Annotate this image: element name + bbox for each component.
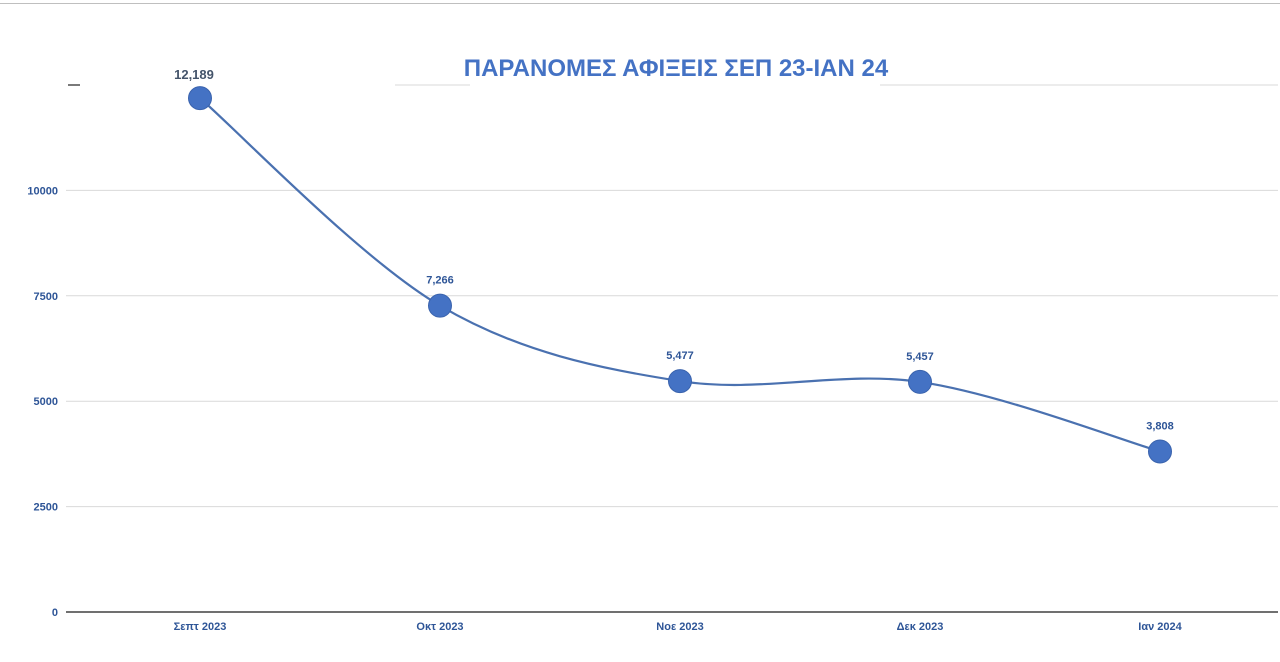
title-background bbox=[470, 40, 880, 88]
data-label: 3,808 bbox=[1146, 420, 1174, 432]
data-label: 12,189 bbox=[174, 67, 214, 82]
y-tick-label: 0 bbox=[52, 607, 58, 619]
series-line-group bbox=[199, 97, 1161, 453]
title-group: ΠΑΡΑΝΟΜΕΣ ΑΦΙΞΕΙΣ ΣΕΠ 23-ΙΑΝ 24 bbox=[464, 40, 889, 88]
x-tick-label: Σεπτ 2023 bbox=[174, 621, 227, 633]
chart-title: ΠΑΡΑΝΟΜΕΣ ΑΦΙΞΕΙΣ ΣΕΠ 23-ΙΑΝ 24 bbox=[464, 55, 889, 82]
x-tick-label: Δεκ 2023 bbox=[897, 621, 944, 633]
data-point-5 bbox=[1148, 439, 1172, 464]
x-tick-label: Νοε 2023 bbox=[656, 621, 703, 633]
data-point-1 bbox=[188, 86, 212, 111]
data-label: 7,266 bbox=[426, 275, 454, 287]
series-markers bbox=[188, 86, 1172, 464]
data-label: 5,477 bbox=[666, 350, 694, 362]
axes bbox=[66, 84, 1278, 613]
y-tick-labels: 0 2500 5000 7500 10000 bbox=[27, 185, 58, 619]
series-line bbox=[199, 97, 1161, 453]
data-label: 5,457 bbox=[906, 351, 934, 363]
y-tick-label: 5000 bbox=[34, 396, 58, 408]
x-tick-label: Οκτ 2023 bbox=[416, 621, 463, 633]
data-labels: 12,189 7,266 5,477 5,457 3,808 bbox=[174, 67, 1174, 432]
data-point-3 bbox=[668, 369, 692, 394]
data-point-4 bbox=[908, 369, 932, 394]
y-tick-label: 10000 bbox=[27, 185, 58, 197]
data-point-2 bbox=[428, 293, 452, 318]
top-divider bbox=[0, 3, 1280, 4]
y-tick-label: 7500 bbox=[34, 291, 58, 303]
y-tick-label: 2500 bbox=[34, 502, 58, 514]
x-tick-labels: Σεπτ 2023 Οκτ 2023 Νοε 2023 Δεκ 2023 Ιαν 202… bbox=[174, 621, 1183, 633]
x-tick-label: Ιαν 2024 bbox=[1138, 621, 1182, 633]
gridlines bbox=[66, 84, 1278, 508]
